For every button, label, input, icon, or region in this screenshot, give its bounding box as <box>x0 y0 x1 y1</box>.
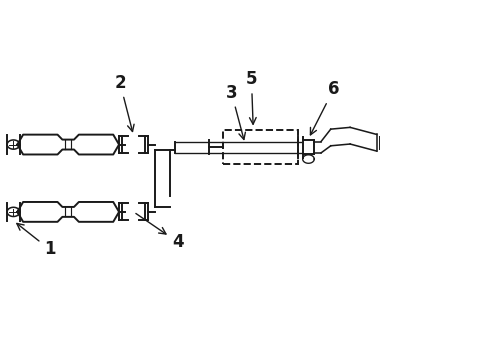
Text: 5: 5 <box>245 70 257 124</box>
Text: 2: 2 <box>114 74 134 131</box>
Text: 6: 6 <box>311 80 340 135</box>
Bar <box>223 130 298 164</box>
Text: 3: 3 <box>225 84 245 139</box>
Text: 4: 4 <box>136 213 184 251</box>
Text: 1: 1 <box>17 224 55 258</box>
